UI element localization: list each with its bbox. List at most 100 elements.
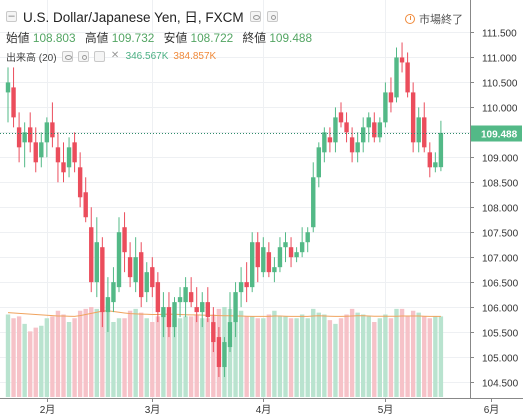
volume-bar xyxy=(311,308,316,397)
volume-bar xyxy=(416,312,421,397)
price-tick-label: 105.000 xyxy=(482,354,519,365)
volume-bar xyxy=(272,310,277,397)
volume-bar xyxy=(238,310,244,397)
volume-bar xyxy=(22,323,27,397)
candle-body xyxy=(61,162,66,173)
price-tick-label: 107.500 xyxy=(482,229,519,240)
last-price-tag xyxy=(471,125,522,142)
candle-body xyxy=(205,302,210,318)
high-label: 高値 xyxy=(84,31,109,45)
volume-bar xyxy=(383,314,388,397)
volume-bar xyxy=(11,318,16,397)
volume-bar xyxy=(422,316,427,397)
candle-body xyxy=(255,242,260,268)
candle-body xyxy=(244,282,249,288)
volume-bar xyxy=(139,312,144,397)
price-tick-label: 108.000 xyxy=(482,204,519,215)
volume-bar xyxy=(388,318,394,397)
indicator-settings-icon[interactable] xyxy=(77,51,89,62)
volume-bar xyxy=(94,308,99,397)
candle-body xyxy=(111,282,116,303)
volume-bar xyxy=(155,316,161,397)
volume-bar xyxy=(188,316,194,397)
time-tick-label: 6月 xyxy=(484,404,500,416)
indicator-remove-icon[interactable]: ✕ xyxy=(110,50,120,61)
candle-body xyxy=(188,292,194,303)
volume-bar xyxy=(166,316,172,397)
candle-body xyxy=(410,92,416,143)
indicator-edit-icon[interactable] xyxy=(93,51,105,62)
candle-body xyxy=(183,287,188,303)
volume-bar xyxy=(44,318,50,397)
candle-body xyxy=(144,272,149,293)
candle-body xyxy=(238,282,244,293)
volume-bar xyxy=(211,314,216,397)
candle-body xyxy=(94,242,99,283)
candle-body xyxy=(166,307,172,328)
volume-bar xyxy=(405,316,410,397)
volume-indicator-legend: 出来高 (20) ✕ 346.567K 384.857K xyxy=(6,49,318,65)
legend: – U.S. Dollar/Japanese Yen, 日, FXCM 始値 1… xyxy=(6,6,318,64)
candle-body xyxy=(5,82,11,93)
time-axis[interactable]: 2月 3月 4月 5月 6月 xyxy=(0,398,523,416)
candle-body xyxy=(422,117,427,148)
volume-bar xyxy=(100,299,105,397)
candle-body xyxy=(122,227,127,253)
candle-body xyxy=(427,152,432,168)
low-value: 108.722 xyxy=(190,31,234,45)
volume-bar xyxy=(5,314,11,397)
volume-bar xyxy=(194,314,199,397)
volume-bar xyxy=(344,314,349,397)
price-tick-label: 110.500 xyxy=(482,79,518,90)
volume-bar xyxy=(39,325,44,397)
candles xyxy=(0,42,470,378)
settings-icon[interactable] xyxy=(266,10,278,22)
candle-body xyxy=(322,132,327,153)
visibility-toggle-icon[interactable] xyxy=(249,10,261,22)
volume-bar xyxy=(16,316,22,397)
volume-bar xyxy=(161,314,166,397)
indicator-label: 出来高 (20) xyxy=(6,53,57,64)
volume-bar xyxy=(333,323,338,397)
close-value: 109.488 xyxy=(269,31,313,45)
candle-body xyxy=(294,252,299,258)
price-axis-bg xyxy=(470,0,523,420)
candle-body xyxy=(333,117,338,143)
candle-body xyxy=(250,242,255,288)
price-tick-label: 111.000 xyxy=(482,54,517,65)
candle-body xyxy=(50,122,55,138)
candle-body xyxy=(72,142,77,163)
candle-body xyxy=(394,57,399,98)
price-tick-label: 106.000 xyxy=(482,304,519,315)
candle-body xyxy=(416,117,421,143)
clock-icon xyxy=(405,14,415,24)
open-value: 108.803 xyxy=(32,31,76,45)
candle-body xyxy=(433,162,438,168)
candle-body xyxy=(377,122,383,138)
time-tick-label: 2月 xyxy=(40,404,56,416)
volume-bar xyxy=(305,318,310,397)
volume-bar xyxy=(261,318,266,397)
candle-body xyxy=(155,282,161,313)
candle-body xyxy=(150,267,155,288)
volume-bar xyxy=(205,318,210,397)
volume-bar xyxy=(438,316,444,397)
volume-bar xyxy=(122,318,127,397)
volume-bar xyxy=(50,316,55,397)
price-axis[interactable]: 104.500 105.000 105.500 106.000 106.500 107.0… xyxy=(470,0,523,420)
indicator-visibility-icon[interactable] xyxy=(61,51,73,62)
candle-body xyxy=(22,132,27,143)
price-tick-label: 110.000 xyxy=(482,104,518,115)
volume-bar xyxy=(316,312,321,397)
candle-body xyxy=(211,322,216,343)
candle-body xyxy=(311,177,316,228)
volume-bars xyxy=(5,299,444,397)
volume-bar xyxy=(127,310,133,397)
candle-body xyxy=(233,292,238,323)
candle-body xyxy=(116,232,122,288)
volume-bar xyxy=(244,316,249,397)
candle-body xyxy=(44,122,50,143)
candle-body xyxy=(39,142,44,158)
collapse-legend-button[interactable]: – xyxy=(6,10,17,22)
